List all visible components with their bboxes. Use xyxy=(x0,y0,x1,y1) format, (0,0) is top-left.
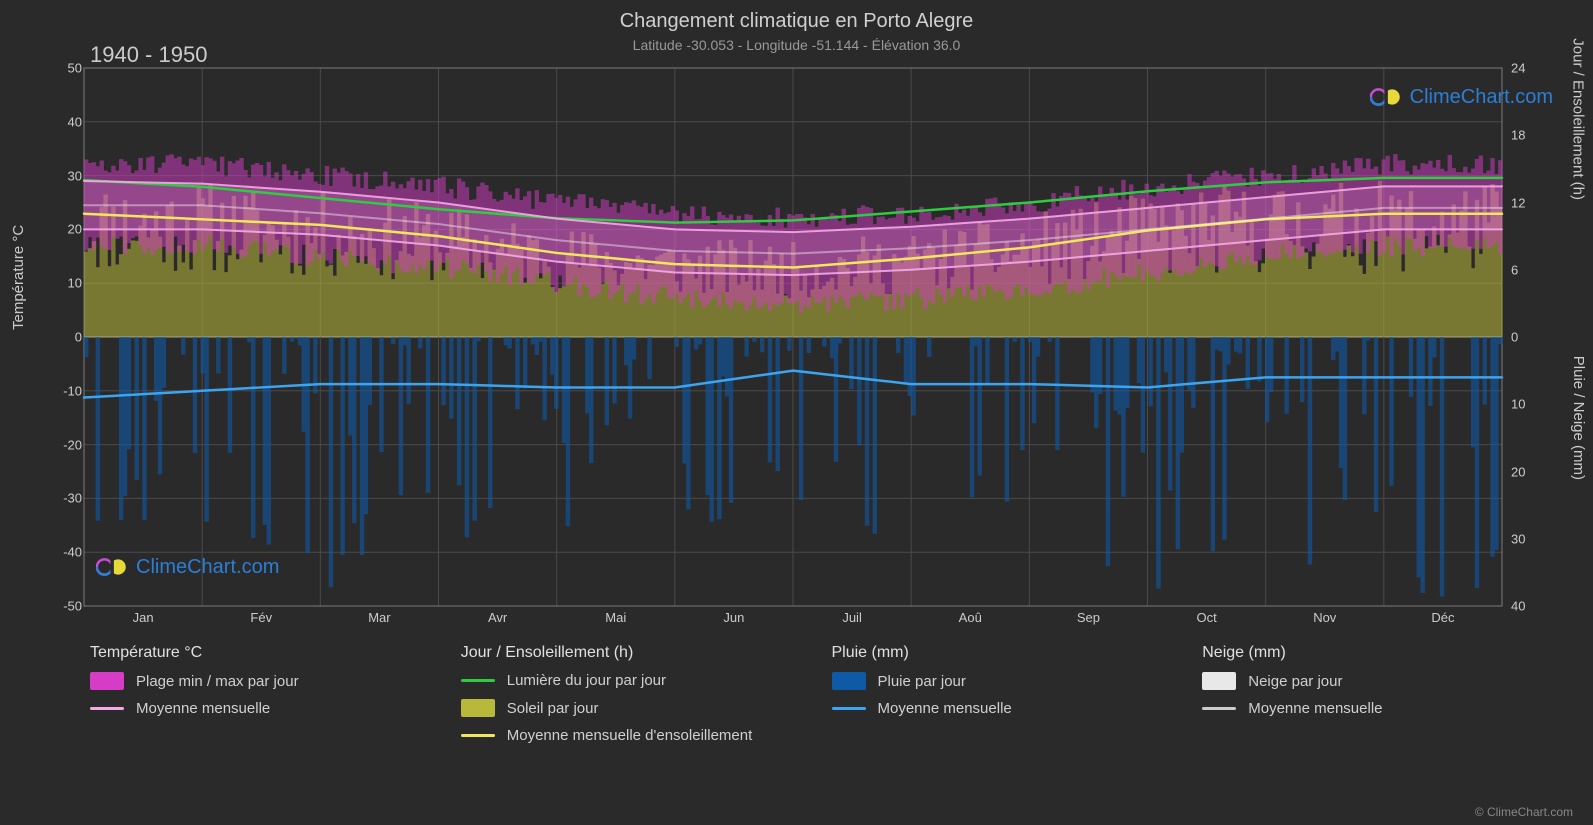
y-tick-left: -40 xyxy=(63,545,82,560)
y-axis-left-label: Température °C xyxy=(10,225,27,330)
x-tick-month: Nov xyxy=(1313,610,1336,625)
legend-item: Pluie par jour xyxy=(832,672,1163,690)
y-ticks-right: 2418126010203040 xyxy=(1511,68,1545,606)
x-tick-month: Sep xyxy=(1077,610,1100,625)
brand-logo-top: ClimeChart.com xyxy=(1370,84,1553,110)
legend-item: Neige par jour xyxy=(1202,672,1533,690)
brand-text: ClimeChart.com xyxy=(136,556,279,579)
legend-section: Jour / Ensoleillement (h) Lumière du jour… xyxy=(461,640,792,754)
legend-item: Lumière du jour par jour xyxy=(461,672,792,689)
legend-line-icon xyxy=(1202,707,1236,710)
legend-swatch-icon xyxy=(461,699,495,717)
legend-item-label: Lumière du jour par jour xyxy=(507,672,666,689)
y-tick-left: 20 xyxy=(68,222,82,237)
y-ticks-left: 50403020100-10-20-30-40-50 xyxy=(52,68,82,606)
y-tick-right: 24 xyxy=(1511,61,1525,76)
x-tick-month: Mai xyxy=(605,610,626,625)
legend-section-title: Jour / Ensoleillement (h) xyxy=(461,644,792,662)
y-tick-right: 0 xyxy=(1511,330,1518,345)
y-tick-left: -50 xyxy=(63,599,82,614)
y-tick-left: 10 xyxy=(68,276,82,291)
x-tick-month: Oct xyxy=(1196,610,1216,625)
legend-section: Pluie (mm) Pluie par jour Moyenne mensuell… xyxy=(832,640,1163,754)
legend-section: Neige (mm) Neige par jour Moyenne mensuell… xyxy=(1202,640,1533,754)
legend: Température °C Plage min / max par jour Mo… xyxy=(90,640,1533,754)
y-tick-right: 18 xyxy=(1511,128,1525,143)
legend-swatch-icon xyxy=(832,672,866,690)
x-tick-month: Jun xyxy=(723,610,744,625)
legend-item-label: Moyenne mensuelle xyxy=(1248,700,1382,717)
legend-section: Température °C Plage min / max par jour Mo… xyxy=(90,640,421,754)
x-tick-month: Mar xyxy=(368,610,390,625)
legend-swatch-icon xyxy=(1202,672,1236,690)
chart-title: Changement climatique en Porto Alegre xyxy=(0,0,1593,33)
x-tick-month: Fév xyxy=(250,610,272,625)
y-tick-left: -30 xyxy=(63,491,82,506)
x-tick-month: Avr xyxy=(488,610,507,625)
y-tick-left: 40 xyxy=(68,114,82,129)
x-tick-month: Jan xyxy=(133,610,154,625)
legend-item: Moyenne mensuelle xyxy=(90,700,421,717)
x-tick-month: Déc xyxy=(1431,610,1454,625)
x-tick-month: Juil xyxy=(842,610,862,625)
legend-item: Moyenne mensuelle xyxy=(1202,700,1533,717)
climechart-icon xyxy=(1370,84,1404,110)
legend-item-label: Neige par jour xyxy=(1248,673,1342,690)
legend-line-icon xyxy=(461,734,495,737)
legend-line-icon xyxy=(832,707,866,710)
x-tick-month: Aoû xyxy=(959,610,982,625)
legend-line-icon xyxy=(461,679,495,682)
y-tick-right: 30 xyxy=(1511,531,1525,546)
y-axis-right-bottom-label: Pluie / Neige (mm) xyxy=(1570,356,1587,480)
y-tick-left: -20 xyxy=(63,437,82,452)
legend-item-label: Soleil par jour xyxy=(507,700,599,717)
chart-subtitle: Latitude -30.053 - Longitude -51.144 - É… xyxy=(0,33,1593,53)
legend-line-icon xyxy=(90,707,124,710)
legend-item: Soleil par jour xyxy=(461,699,792,717)
y-tick-right: 10 xyxy=(1511,397,1525,412)
brand-logo-bottom: ClimeChart.com xyxy=(96,554,279,580)
legend-section-title: Neige (mm) xyxy=(1202,644,1533,662)
y-tick-right: 40 xyxy=(1511,599,1525,614)
legend-item-label: Plage min / max par jour xyxy=(136,673,299,690)
legend-swatch-icon xyxy=(90,672,124,690)
y-tick-left: 50 xyxy=(68,61,82,76)
legend-section-title: Température °C xyxy=(90,644,421,662)
legend-section-title: Pluie (mm) xyxy=(832,644,1163,662)
y-tick-right: 12 xyxy=(1511,195,1525,210)
y-tick-left: 30 xyxy=(68,168,82,183)
legend-item-label: Pluie par jour xyxy=(878,673,966,690)
period-label: 1940 - 1950 xyxy=(90,42,207,68)
y-tick-right: 20 xyxy=(1511,464,1525,479)
legend-item: Moyenne mensuelle d'ensoleillement xyxy=(461,727,792,744)
legend-item-label: Moyenne mensuelle xyxy=(136,700,270,717)
y-tick-left: 0 xyxy=(75,330,82,345)
legend-item: Plage min / max par jour xyxy=(90,672,421,690)
y-tick-left: -10 xyxy=(63,383,82,398)
climechart-icon xyxy=(96,554,130,580)
legend-item-label: Moyenne mensuelle xyxy=(878,700,1012,717)
legend-item: Moyenne mensuelle xyxy=(832,700,1163,717)
y-tick-right: 6 xyxy=(1511,262,1518,277)
brand-text: ClimeChart.com xyxy=(1410,86,1553,109)
y-axis-right-top-label: Jour / Ensoleillement (h) xyxy=(1570,38,1587,200)
chart-plot-area xyxy=(84,68,1502,606)
copyright: © ClimeChart.com xyxy=(1475,805,1573,819)
legend-item-label: Moyenne mensuelle d'ensoleillement xyxy=(507,727,753,744)
